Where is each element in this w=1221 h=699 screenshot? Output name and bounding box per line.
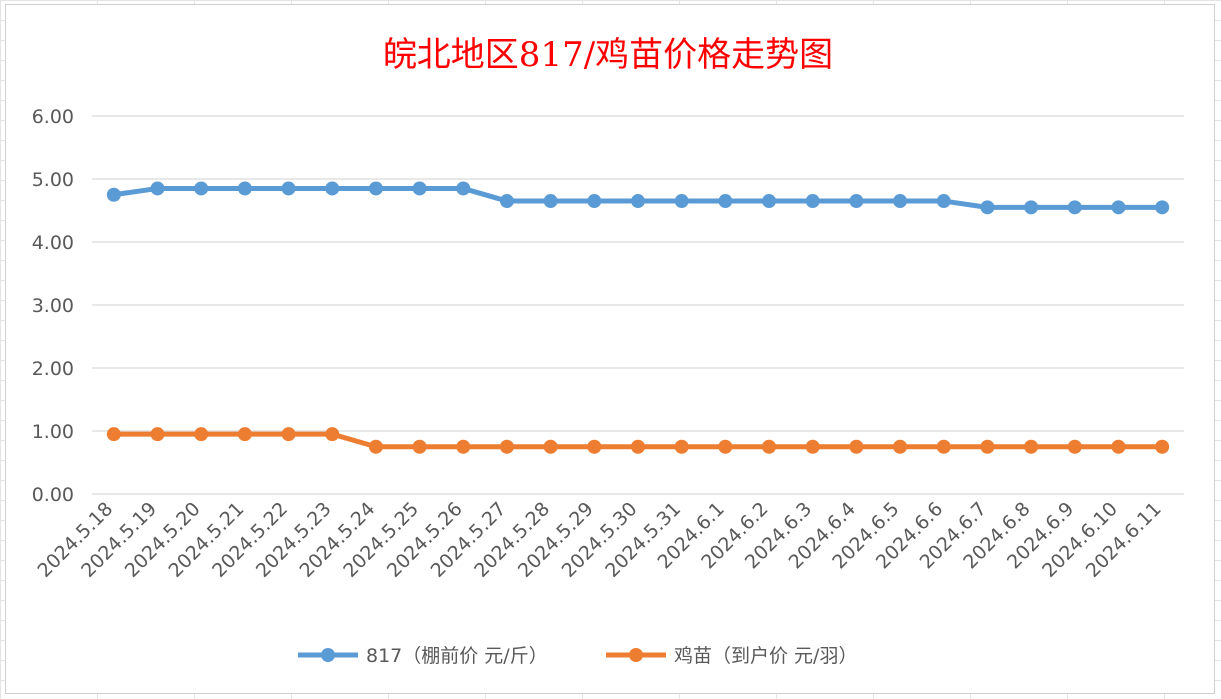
data-point — [980, 439, 995, 454]
legend-label: 817（棚前价 元/斤） — [366, 645, 548, 667]
data-point — [237, 427, 252, 442]
data-point — [150, 181, 165, 196]
data-point — [1155, 200, 1170, 215]
chart-title: 皖北地区817/鸡苗价格走势图 — [383, 35, 833, 75]
data-point — [805, 439, 820, 454]
y-tick-label: 2.00 — [32, 358, 74, 380]
data-point — [237, 181, 252, 196]
data-point — [150, 427, 165, 442]
chart-area[interactable]: 皖北地区817/鸡苗价格走势图 6.00 5.00 4.00 3.00 2.00 1.00… — [5, 4, 1215, 694]
data-point — [543, 194, 558, 209]
data-point — [456, 181, 471, 196]
data-point — [587, 194, 602, 209]
data-point — [762, 439, 777, 454]
data-point — [980, 200, 995, 215]
data-point — [106, 427, 121, 442]
data-point — [893, 439, 908, 454]
data-point — [1067, 200, 1082, 215]
data-point — [893, 194, 908, 209]
data-point — [499, 194, 514, 209]
data-point — [194, 181, 209, 196]
data-point — [849, 194, 864, 209]
data-point — [718, 194, 733, 209]
y-tick-label: 3.00 — [32, 295, 74, 317]
data-point — [456, 439, 471, 454]
legend-marker — [629, 648, 643, 662]
gridlines — [92, 115, 1184, 495]
data-point — [1067, 439, 1082, 454]
data-point — [936, 439, 951, 454]
y-tick-label: 0.00 — [32, 484, 74, 506]
data-point — [849, 439, 864, 454]
y-tick-label: 6.00 — [32, 106, 74, 128]
y-tick-label: 5.00 — [32, 169, 74, 191]
y-tick-label: 4.00 — [32, 232, 74, 254]
data-point — [587, 439, 602, 454]
data-point — [543, 439, 558, 454]
x-axis-ticks: 2024.5.182024.5.192024.5.202024.5.212024… — [33, 498, 1165, 582]
data-point — [281, 427, 296, 442]
data-point — [674, 194, 689, 209]
chart-legend: 817（棚前价 元/斤） 鸡苗（到户价 元/羽） — [298, 645, 857, 667]
data-point — [936, 194, 951, 209]
data-point — [194, 427, 209, 442]
legend-label: 鸡苗（到户价 元/羽） — [674, 645, 857, 667]
series-lines — [106, 181, 1170, 454]
data-point — [718, 439, 733, 454]
data-point — [631, 194, 645, 209]
data-point — [325, 181, 340, 196]
data-point — [674, 439, 689, 454]
data-point — [1155, 439, 1170, 454]
line-chart: 皖北地区817/鸡苗价格走势图 6.00 5.00 4.00 3.00 2.00 1.00… — [32, 35, 1184, 667]
legend-marker — [321, 648, 335, 662]
data-point — [281, 181, 296, 196]
data-point — [631, 439, 645, 454]
data-point — [805, 194, 820, 209]
data-point — [368, 181, 383, 196]
data-point — [1111, 439, 1126, 454]
data-point — [499, 439, 514, 454]
data-point — [412, 181, 427, 196]
y-axis-ticks: 6.00 5.00 4.00 3.00 2.00 1.00 0.00 — [32, 106, 74, 506]
data-point — [106, 187, 121, 202]
data-point — [1024, 439, 1039, 454]
data-point — [325, 427, 340, 442]
data-point — [368, 439, 383, 454]
data-point — [1024, 200, 1039, 215]
data-point — [762, 194, 777, 209]
y-tick-label: 1.00 — [32, 421, 74, 443]
data-point — [1111, 200, 1126, 215]
data-point — [412, 439, 427, 454]
